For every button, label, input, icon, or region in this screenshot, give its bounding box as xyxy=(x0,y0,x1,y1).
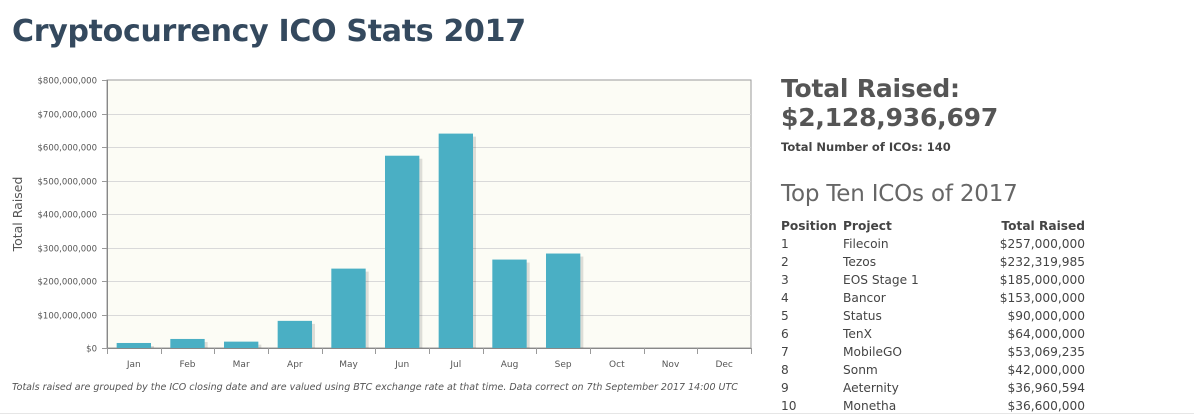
cell-position: 2 xyxy=(781,255,789,269)
table-header-row: Position Project Total Raised xyxy=(781,217,1085,235)
bar-jan xyxy=(116,342,152,348)
bar-jun xyxy=(384,155,420,348)
cell-project: TenX xyxy=(843,327,872,341)
bar-sep xyxy=(545,253,581,348)
x-tick-label: Sep xyxy=(555,360,572,370)
table-row: 9 Aeternity $36,960,594 xyxy=(781,379,1085,397)
bar-may xyxy=(331,268,366,348)
y-tick-label: $0 xyxy=(86,345,97,355)
cell-total: $42,000,000 xyxy=(1007,363,1085,377)
bar-feb xyxy=(170,338,205,348)
header-position: Position xyxy=(781,219,837,233)
cell-total: $257,000,000 xyxy=(999,237,1085,251)
x-tick-label: Jul xyxy=(449,360,461,370)
y-tick-label: $500,000,000 xyxy=(38,178,97,188)
cell-position: 1 xyxy=(781,237,789,251)
x-tick-label: May xyxy=(339,360,358,370)
x-tick-label: Aug xyxy=(501,360,519,370)
y-tick-label: $800,000,000 xyxy=(38,77,97,87)
cell-total: $90,000,000 xyxy=(1007,309,1085,323)
cell-project: Bancor xyxy=(843,291,886,305)
y-tick-label: $600,000,000 xyxy=(38,144,97,154)
cell-project: EOS Stage 1 xyxy=(843,273,919,287)
cell-total: $36,960,594 xyxy=(1007,381,1085,395)
cell-position: 5 xyxy=(781,309,789,323)
y-tick-label: $100,000,000 xyxy=(38,312,97,322)
cell-position: 4 xyxy=(781,291,789,305)
cell-position: 3 xyxy=(781,273,789,287)
top-ten-title: Top Ten ICOs of 2017 xyxy=(781,181,1018,207)
cell-project: Tezos xyxy=(843,255,877,269)
cell-position: 7 xyxy=(781,345,789,359)
x-tick-label: Dec xyxy=(715,360,732,370)
x-tick-label: Oct xyxy=(609,360,625,370)
cell-total: $185,000,000 xyxy=(999,273,1085,287)
raised-by-month-chart: $0 $100,000,000 $200,000,000 $300,000,000 $4… xyxy=(10,77,752,370)
table-row: 1 Filecoin $257,000,000 xyxy=(781,235,1085,253)
cell-project: Aeternity xyxy=(843,381,899,395)
cell-project: MobileGO xyxy=(843,345,903,359)
cell-position: 8 xyxy=(781,363,789,377)
table-row: 4 Bancor $153,000,000 xyxy=(781,289,1085,307)
x-tick-label: Feb xyxy=(180,360,196,370)
x-tick-label: Jan xyxy=(126,360,141,370)
total-icos-count: Total Number of ICOs: 140 xyxy=(781,140,951,154)
cell-project: Sonm xyxy=(843,363,878,377)
table-row: 2 Tezos $232,319,985 xyxy=(781,253,1085,271)
bottom-divider xyxy=(0,413,1194,414)
total-raised-heading: Total Raised: $2,128,936,697 xyxy=(781,74,999,132)
table-row: 8 Sonm $42,000,000 xyxy=(781,361,1085,379)
y-tick-label: $700,000,000 xyxy=(38,111,97,121)
cell-total: $36,600,000 xyxy=(1007,399,1085,413)
summary-panel: Total Raised: $2,128,936,697 Total Numbe… xyxy=(781,74,1181,415)
top-ten-table: Position Project Total Raised 1 Filecoin $… xyxy=(781,217,1085,415)
footnote: Totals raised are grouped by the ICO clo… xyxy=(12,382,738,393)
table-row: 7 MobileGO $53,069,235 xyxy=(781,343,1085,361)
cell-total: $232,319,985 xyxy=(999,255,1085,269)
bar-jul xyxy=(438,133,474,348)
table-row: 6 TenX $64,000,000 xyxy=(781,325,1085,343)
x-tick-label: Jun xyxy=(394,360,409,370)
cell-position: 6 xyxy=(781,327,789,341)
bar-apr xyxy=(277,320,313,348)
header-total-raised: Total Raised xyxy=(1001,219,1085,233)
y-tick-label: $200,000,000 xyxy=(38,278,97,288)
cell-project: Monetha xyxy=(843,399,897,413)
cell-position: 9 xyxy=(781,381,789,395)
bar-mar xyxy=(223,341,259,348)
cell-total: $53,069,235 xyxy=(1007,345,1085,359)
x-tick-label: Apr xyxy=(287,360,303,370)
y-tick-label: $400,000,000 xyxy=(38,211,97,221)
table-row: 10 Monetha $36,600,000 xyxy=(781,397,1085,415)
cell-project: Status xyxy=(843,309,882,323)
header-project: Project xyxy=(843,219,892,233)
cell-total: $153,000,000 xyxy=(999,291,1085,305)
table-row: 5 Status $90,000,000 xyxy=(781,307,1085,325)
y-axis-label: Total Raised xyxy=(10,177,25,253)
cell-project: Filecoin xyxy=(843,237,889,251)
cell-total: $64,000,000 xyxy=(1007,327,1085,341)
x-tick-label: Nov xyxy=(662,360,680,370)
page-title: Cryptocurrency ICO Stats 2017 xyxy=(12,14,526,49)
x-tick-label: Mar xyxy=(233,360,250,370)
cell-position: 10 xyxy=(781,399,797,413)
y-tick-label: $300,000,000 xyxy=(38,245,97,255)
bar-aug xyxy=(492,259,527,348)
table-row: 3 EOS Stage 1 $185,000,000 xyxy=(781,271,1085,289)
